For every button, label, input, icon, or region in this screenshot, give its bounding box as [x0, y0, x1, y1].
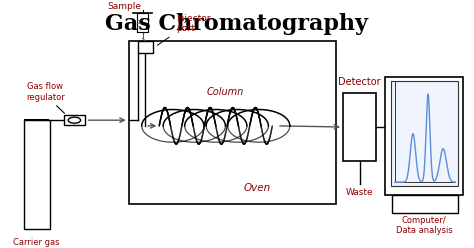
- Circle shape: [68, 117, 81, 123]
- Bar: [385, 77, 463, 195]
- Bar: [392, 195, 457, 213]
- Text: Sample: Sample: [107, 2, 141, 11]
- Text: Gas flow
regulator: Gas flow regulator: [26, 82, 64, 101]
- Text: Computer/
Data analysis: Computer/ Data analysis: [396, 216, 453, 235]
- Text: Oven: Oven: [244, 183, 271, 193]
- Bar: [24, 120, 50, 229]
- Bar: [137, 41, 153, 53]
- Bar: [128, 41, 336, 204]
- Text: Detector: Detector: [338, 77, 381, 87]
- Bar: [343, 93, 376, 161]
- Text: Gas Chromatography: Gas Chromatography: [106, 13, 368, 35]
- Text: Injector
port: Injector port: [176, 14, 211, 33]
- Text: Carrier gas: Carrier gas: [13, 238, 60, 247]
- Text: Waste: Waste: [346, 188, 374, 197]
- Text: Column: Column: [207, 87, 244, 97]
- Bar: [391, 81, 457, 186]
- Bar: [64, 115, 85, 125]
